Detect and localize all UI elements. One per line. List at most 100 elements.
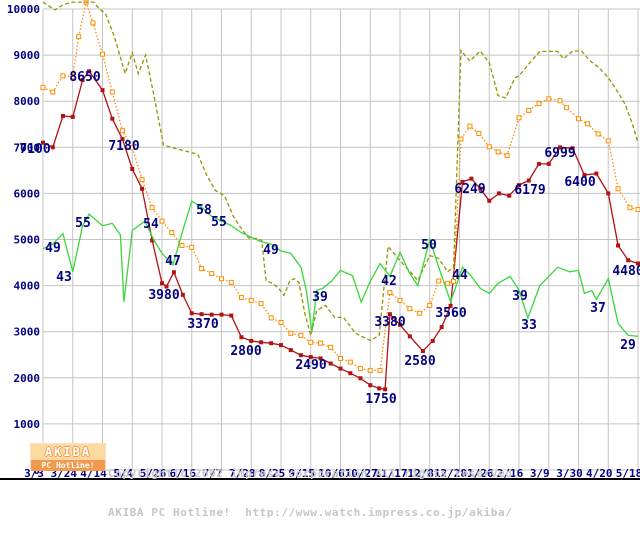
y-tick-label: 5000: [14, 234, 41, 247]
x-tick-label: 12/8: [408, 467, 435, 480]
orange-price-line-marker: [228, 279, 234, 285]
orange-price-line-marker: [627, 205, 633, 211]
value-annotation: 2580: [404, 354, 435, 369]
orange-price-line-marker: [248, 297, 254, 303]
orange-price-line-marker: [100, 51, 105, 57]
red-price-line-marker: [110, 116, 115, 121]
copyright-line-2: AKIBA PC Hotline! http://www.watch.impre…: [108, 506, 513, 519]
y-tick-label: 8000: [14, 95, 41, 108]
red-price-line-marker: [70, 114, 75, 119]
value-annotation: 3560: [435, 306, 466, 321]
value-annotation: 3980: [148, 288, 179, 303]
orange-price-line-marker: [476, 130, 482, 136]
orange-price-line-marker: [526, 107, 532, 113]
value-annotation: 7180: [108, 139, 139, 154]
red-price-line-marker: [160, 281, 164, 286]
price-trend-line-chart: 0100020003000400050006000700080009000100…: [0, 0, 640, 480]
chart-canvas: 0100020003000400050006000700080009000100…: [0, 0, 640, 519]
x-tick-label: 10/6: [318, 467, 345, 480]
red-price-line-marker: [199, 312, 204, 317]
y-tick-label: 10000: [7, 3, 40, 16]
red-price-line-marker: [239, 335, 244, 340]
red-price-line-marker: [430, 338, 435, 343]
orange-price-line-marker: [209, 271, 215, 277]
y-tick-label: 2000: [14, 372, 41, 385]
value-annotation: 2490: [295, 358, 326, 373]
value-annotation: 58: [196, 203, 212, 218]
red-price-line-marker: [130, 166, 135, 171]
orange-price-line-marker: [258, 301, 264, 307]
red-price-line-marker: [308, 355, 313, 360]
value-annotation: 8650: [69, 70, 100, 85]
value-annotation: 54: [143, 217, 159, 232]
red-price-line-marker: [368, 383, 373, 388]
orange-price-line-marker: [298, 332, 304, 338]
y-tick-label: 1000: [14, 418, 41, 431]
red-price-line-marker: [487, 198, 492, 203]
orange-price-line-marker: [605, 138, 611, 144]
red-price-line-marker: [338, 366, 343, 371]
green-price-line: [42, 200, 639, 337]
orange-price-line-marker: [387, 290, 393, 296]
red-price-line-marker: [377, 386, 382, 391]
red-price-line-marker: [259, 340, 264, 345]
olive-price-line: [42, 1, 639, 342]
red-price-line-marker: [328, 361, 333, 366]
red-price-line-marker: [209, 312, 214, 317]
red-price-line-marker: [398, 322, 402, 327]
x-tick-label: 5/4: [113, 467, 133, 480]
red-price-line-marker: [288, 348, 293, 353]
value-annotation: 49: [263, 243, 279, 258]
orange-price-line-marker: [417, 310, 423, 316]
orange-price-line-marker: [467, 123, 473, 129]
orange-price-line-marker: [189, 244, 195, 250]
red-price-line-marker: [536, 161, 541, 166]
red-price-line-marker: [594, 171, 599, 176]
red-price-line-marker: [50, 145, 55, 150]
red-price-line-marker: [249, 338, 254, 343]
value-annotation: 47: [165, 254, 181, 269]
orange-price-line-marker: [357, 366, 363, 372]
orange-price-line-marker: [76, 34, 82, 40]
red-price-line-marker: [439, 325, 444, 330]
red-price-line-marker: [298, 353, 303, 358]
red-price-line-marker: [507, 193, 512, 198]
value-annotation: 3380: [374, 315, 405, 330]
x-tick-label: 9/15: [289, 467, 316, 480]
orange-price-line-marker: [486, 144, 492, 150]
x-tick-label: 7/7: [203, 467, 223, 480]
x-tick-label: 12/28: [434, 467, 467, 480]
red-price-line-marker: [171, 270, 176, 275]
orange-price-line-marker: [179, 242, 185, 248]
orange-price-line-marker: [458, 136, 464, 142]
orange-price-line-marker: [219, 276, 224, 282]
orange-price-line-marker: [328, 344, 334, 350]
red-price-line-marker: [420, 349, 425, 354]
orange-price-line-marker: [427, 302, 433, 308]
x-tick-label: 5/26: [140, 467, 167, 480]
red-price-line-marker: [546, 161, 551, 166]
red-price-line-marker: [626, 258, 631, 263]
orange-price-line-marker: [268, 315, 274, 321]
akiba-pc-hotline-logo: AKIBA PC Hotline!: [30, 443, 106, 471]
red-price-line-marker: [120, 137, 125, 142]
red-price-line-marker: [348, 371, 353, 376]
orange-price-line-marker: [90, 20, 96, 26]
value-annotation: 6179: [514, 183, 545, 198]
value-annotation: 3370: [187, 317, 218, 332]
value-annotation: 29: [620, 338, 636, 353]
copyright-notice: Copyright(c)2002 impress corporation All…: [108, 441, 520, 545]
orange-price-line-marker: [318, 340, 324, 346]
value-annotation: 6249: [454, 182, 485, 197]
red-price-line-marker: [517, 183, 521, 188]
x-tick-label: 5/18: [616, 467, 640, 480]
value-annotation: 43: [56, 270, 72, 285]
orange-price-line-marker: [436, 278, 442, 284]
value-annotation: 42: [381, 274, 397, 289]
orange-price-line-marker: [504, 153, 510, 159]
x-tick-label: 4/20: [586, 467, 613, 480]
y-tick-label: 6000: [14, 187, 41, 200]
orange-price-line-marker: [451, 278, 457, 284]
orange-price-line: [42, 0, 639, 372]
value-annotation: 7100: [19, 142, 50, 157]
